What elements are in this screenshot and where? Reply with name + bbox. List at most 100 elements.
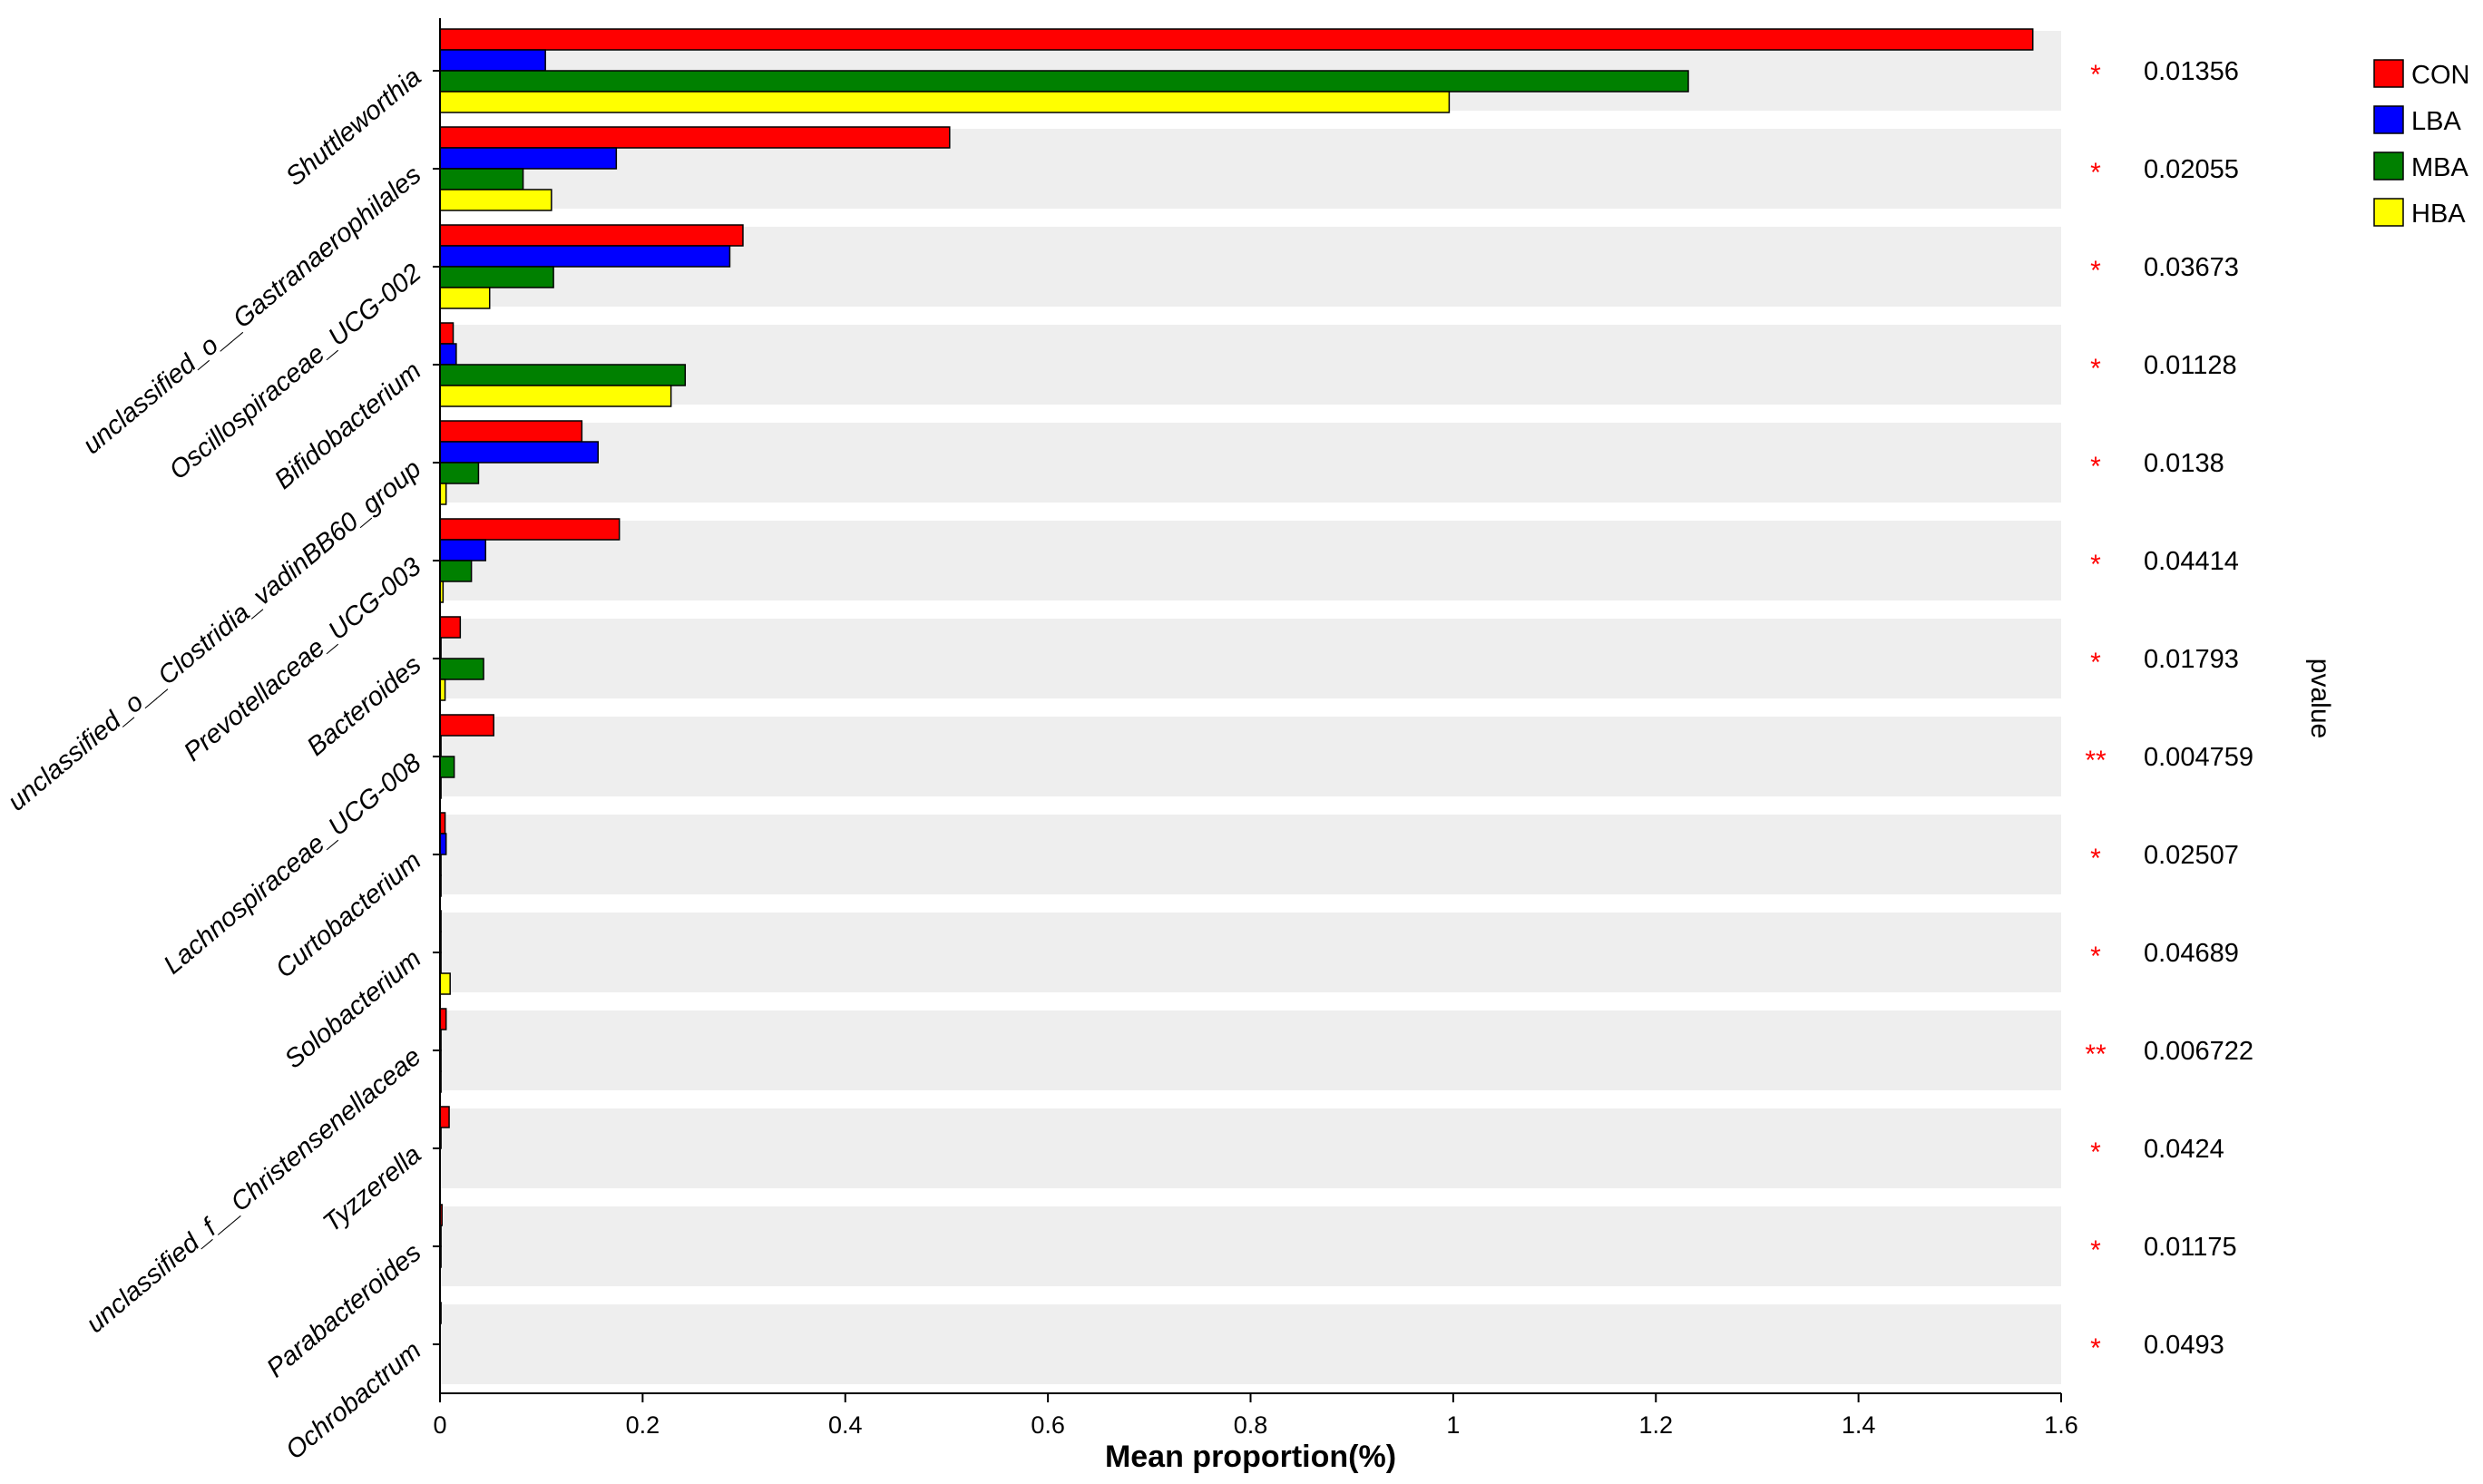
category-label: Prevotellaceae_UCG-003 [179, 552, 427, 767]
legend-label-mba: MBA [2411, 153, 2469, 182]
pvalue-label: 0.03673 [2144, 253, 2239, 282]
legend-label-con: CON [2411, 61, 2469, 90]
significance-marker: * [2090, 354, 2101, 384]
pvalue-label: 0.004759 [2144, 743, 2253, 772]
significance-marker: * [2090, 844, 2101, 874]
category-label: unclassified_o__Clostridia_vadinBB60_gro… [3, 454, 427, 817]
bar-mba[interactable] [439, 462, 480, 484]
row-band [440, 423, 2061, 503]
legend-swatch-hba [2373, 198, 2404, 227]
significance-marker: * [2090, 942, 2101, 971]
significance-marker: ** [2085, 746, 2107, 776]
bar-lba[interactable] [439, 441, 599, 464]
bar-con[interactable] [439, 714, 494, 737]
legend-label-hba: HBA [2411, 200, 2466, 229]
pvalue-label: 0.02055 [2144, 155, 2239, 184]
bar-lba[interactable] [439, 539, 487, 561]
legend-label-lba: LBA [2411, 107, 2461, 136]
bar-hba[interactable] [439, 972, 451, 995]
x-tick-label: 0.2 [626, 1411, 660, 1439]
significance-marker: * [2090, 648, 2101, 678]
pvalue-label: 0.04414 [2144, 547, 2239, 576]
row-band [440, 1304, 2061, 1384]
significance-marker: * [2090, 1137, 2101, 1167]
x-tick-label: 0.6 [1031, 1411, 1065, 1439]
bar-con[interactable] [439, 420, 583, 443]
row-band [440, 1010, 2061, 1090]
category-label: Tyzzerella [318, 1140, 426, 1238]
bar-con[interactable] [439, 28, 2034, 51]
pvalue-label: 0.006722 [2144, 1037, 2253, 1066]
row-band [440, 913, 2061, 992]
bar-hba[interactable] [439, 189, 552, 211]
row-band [440, 717, 2061, 796]
legend-swatch-mba [2373, 151, 2404, 181]
bar-hba[interactable] [439, 483, 447, 505]
bar-con[interactable] [439, 1008, 447, 1030]
pvalue-column: * 0.01356 * 0.02055 * 0.03673 * 0.01128 * 0.0138 *… [2085, 57, 2253, 1363]
significance-marker: * [2090, 1235, 2101, 1265]
significance-marker: * [2090, 1333, 2101, 1363]
row-band [440, 1108, 2061, 1188]
category-labels: Shuttleworthiaunclassified_o__Gastranaer… [3, 63, 427, 1466]
bar-con[interactable] [439, 322, 455, 345]
pvalue-label: 0.01793 [2144, 645, 2239, 674]
pvalue-label: 0.0138 [2144, 449, 2224, 478]
category-label: Bacteroides [302, 650, 427, 762]
bar-mba[interactable] [439, 560, 473, 582]
x-tick-label: 0.8 [1234, 1411, 1268, 1439]
significance-marker: * [2090, 550, 2101, 580]
x-axis-title: Mean proportion(%) [1105, 1440, 1396, 1474]
significance-marker: * [2090, 60, 2101, 90]
row-bands [440, 31, 2061, 1384]
bar-mba[interactable] [439, 70, 1689, 93]
bar-hba[interactable] [439, 385, 672, 407]
significance-marker: * [2090, 158, 2101, 188]
pvalue-label: 0.01128 [2144, 351, 2237, 380]
x-tick-label: 1.4 [1842, 1411, 1876, 1439]
bar-lba[interactable] [439, 147, 618, 170]
x-tick-label: 1 [1446, 1411, 1460, 1439]
pvalue-label: 0.02507 [2144, 841, 2239, 870]
legend-swatch-con [2373, 59, 2404, 88]
pvalue-label: 0.01356 [2144, 57, 2239, 86]
x-tick-label: 1.2 [1638, 1411, 1673, 1439]
bar-mba[interactable] [439, 266, 554, 288]
bar-mba[interactable] [439, 756, 455, 778]
bar-mba[interactable] [439, 364, 687, 386]
pvalue-label: 0.01175 [2144, 1233, 2237, 1262]
bar-lba[interactable] [439, 343, 457, 366]
pvalue-label: 0.04689 [2144, 939, 2239, 968]
row-band [440, 815, 2061, 894]
axes [433, 18, 2062, 1402]
row-band [440, 325, 2061, 405]
bar-mba[interactable] [439, 168, 524, 190]
bar-con[interactable] [439, 1106, 450, 1128]
bar-hba[interactable] [439, 287, 491, 309]
legend: CON LBA MBA HBA [2373, 59, 2469, 229]
x-tick-labels: 0 0.2 0.4 0.6 0.8 1 1.2 1.4 1.6 [433, 1411, 2077, 1439]
pvalue-axis-title: pvalue [2305, 659, 2335, 738]
row-band [440, 1206, 2061, 1286]
x-tick-label: 1.6 [2044, 1411, 2078, 1439]
significance-marker: * [2090, 256, 2101, 286]
bar-lba[interactable] [439, 833, 447, 855]
bar-lba[interactable] [439, 49, 546, 72]
bar-con[interactable] [439, 616, 462, 639]
x-tick-label: 0 [433, 1411, 446, 1439]
bar-lba[interactable] [439, 245, 731, 268]
bar-con[interactable] [439, 126, 951, 149]
pvalue-label: 0.0493 [2144, 1331, 2224, 1360]
bar-hba[interactable] [439, 91, 1451, 113]
bar-con[interactable] [439, 518, 621, 541]
significance-marker: ** [2085, 1040, 2107, 1069]
bar-mba[interactable] [439, 658, 484, 680]
x-tick-label: 0.4 [828, 1411, 863, 1439]
significance-marker: * [2090, 452, 2101, 482]
bar-con[interactable] [439, 224, 744, 247]
pvalue-label: 0.0424 [2144, 1135, 2224, 1164]
row-band [440, 521, 2061, 600]
legend-swatch-lba [2373, 105, 2404, 134]
